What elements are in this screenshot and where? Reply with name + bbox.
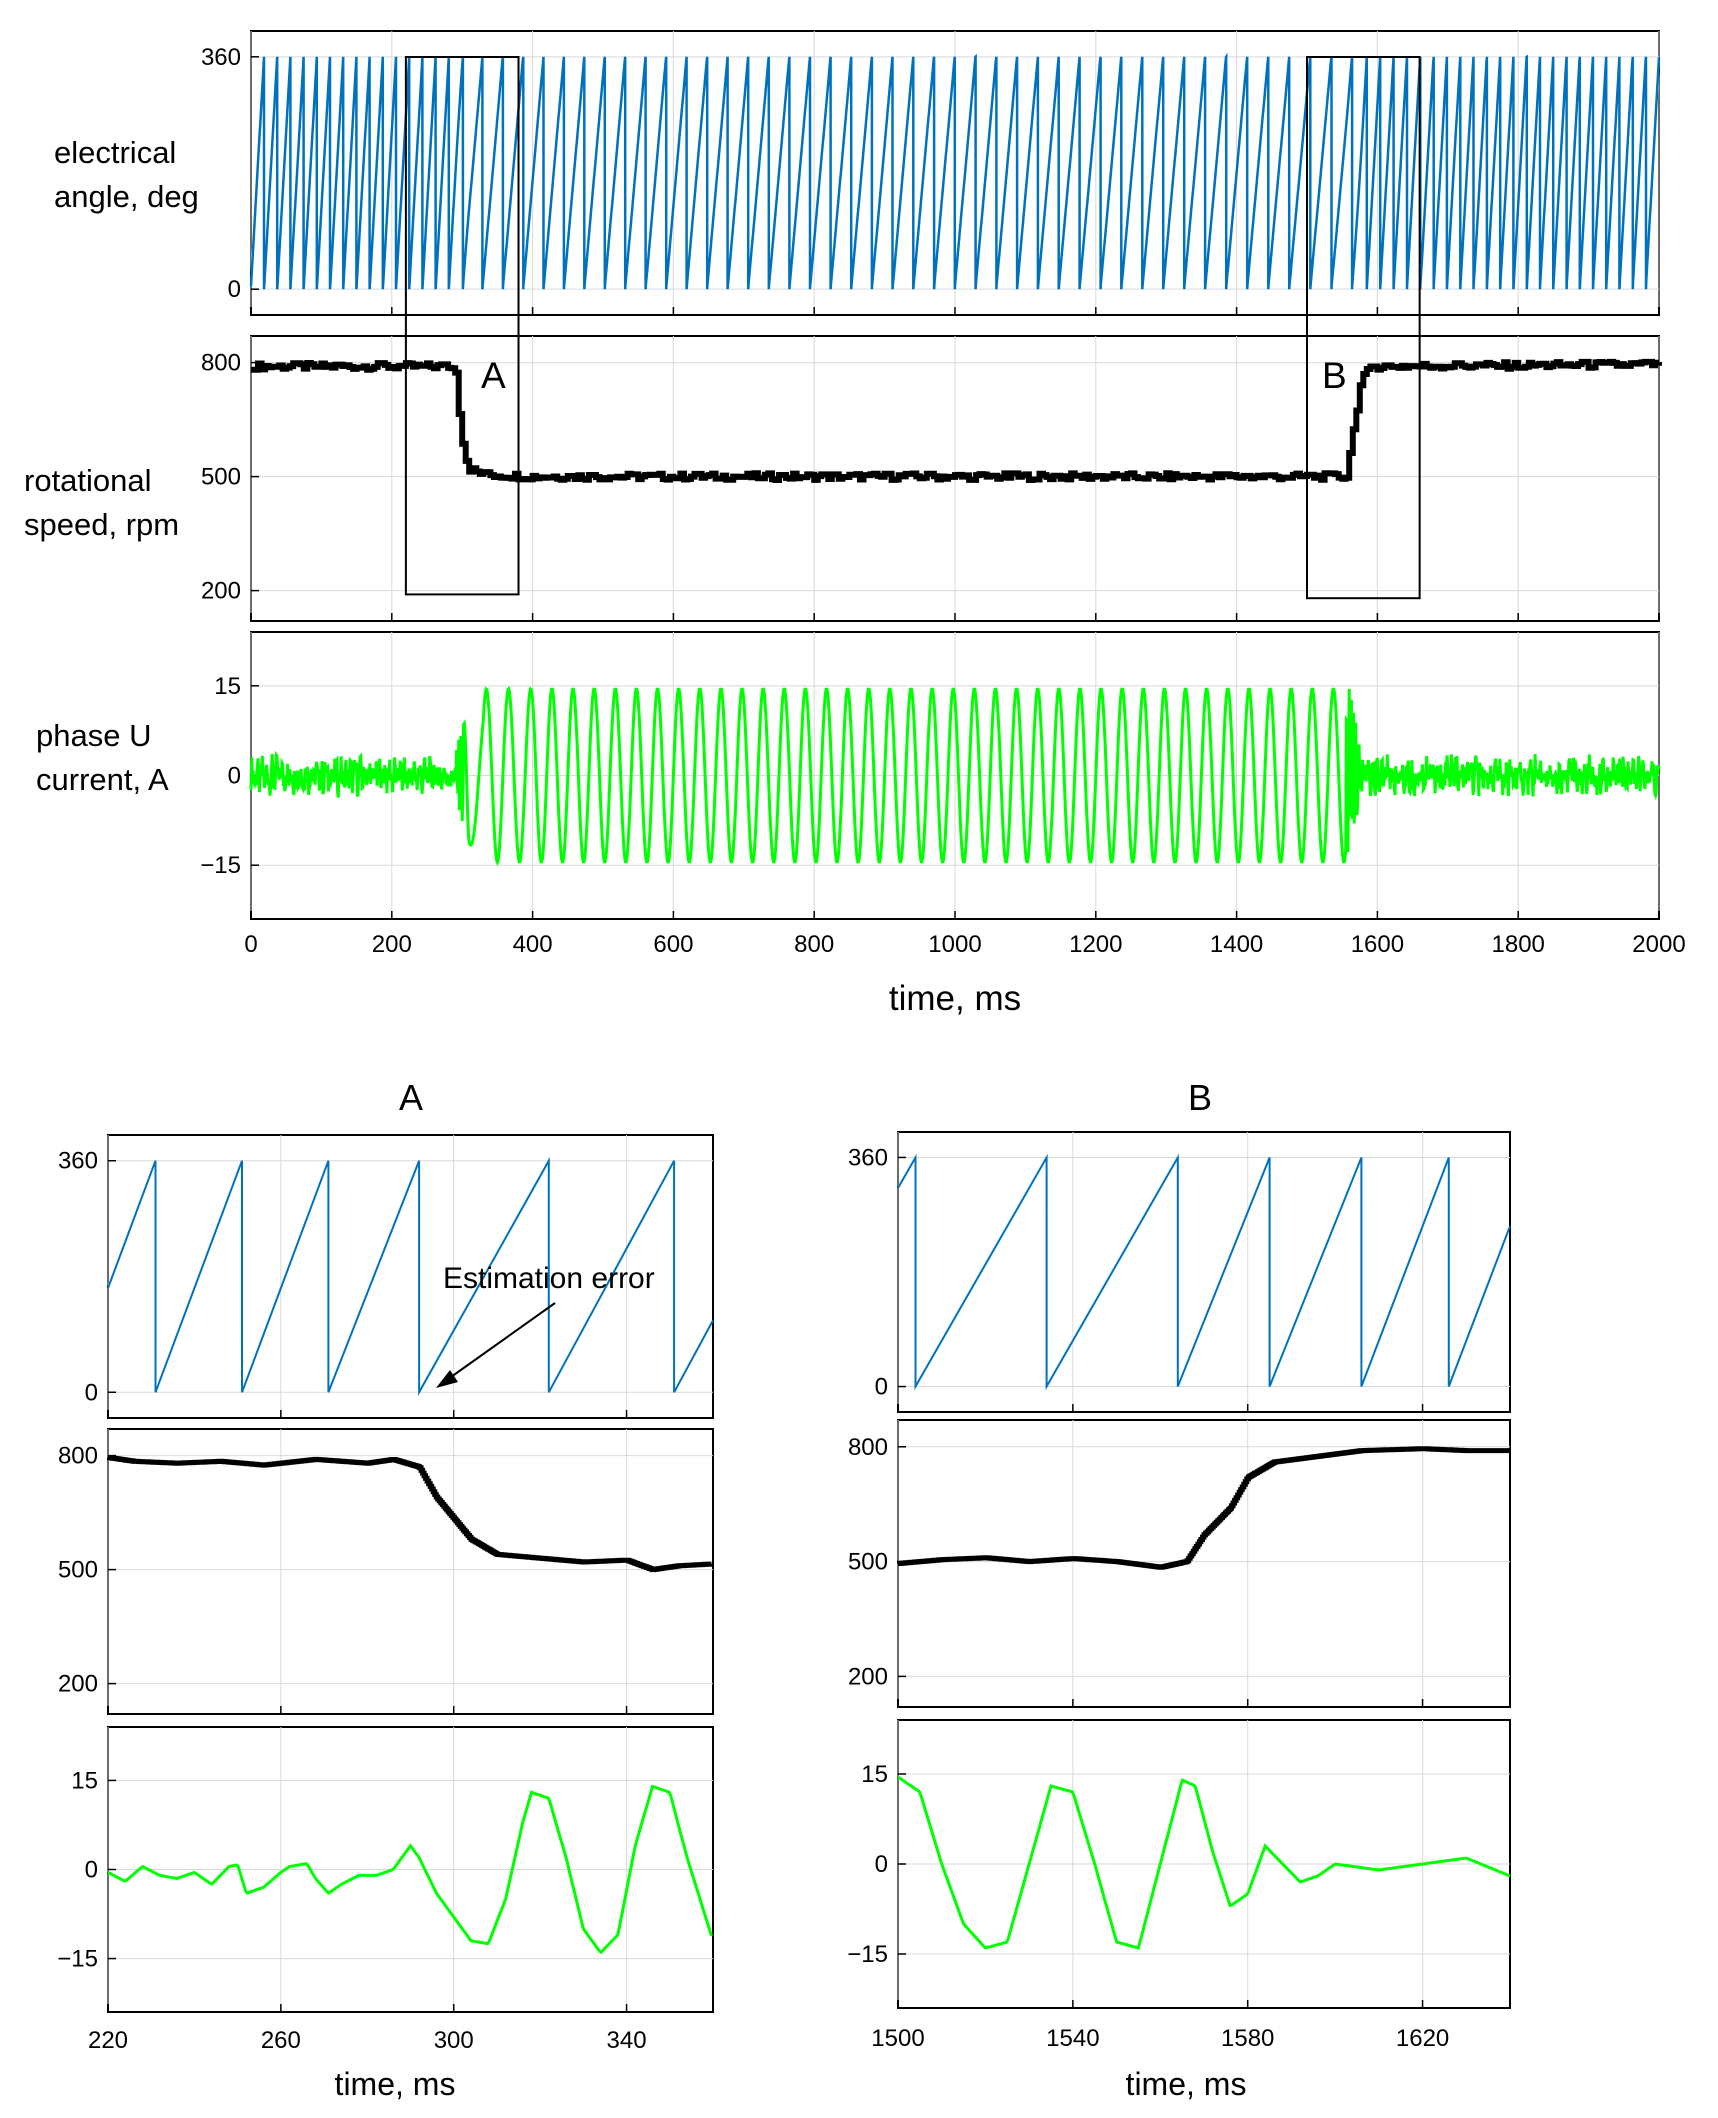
x-tick-label: 1540 <box>1046 2025 1099 2052</box>
y-tick-label: −15 <box>847 1941 888 1968</box>
zoom-b-title: B <box>1188 1077 1212 1118</box>
chart-main-marks: 0 200 400 600 800 1000 1200 1400 1600 1800 2000036… <box>200 31 1686 958</box>
y-tick-label: 15 <box>861 1761 888 1788</box>
current-series-line <box>897 1775 1511 1950</box>
main-angle-ylabel-line1: electrical <box>54 135 176 170</box>
zoom-b-speed-panel <box>897 1419 1511 1708</box>
y-tick-label: 360 <box>201 44 241 71</box>
y-tick-label: −15 <box>57 1946 98 1973</box>
zoom-label-b: B <box>1322 355 1347 396</box>
chart-A-marks: 220 260 300 340 0 360 200 500 800 −15 0 15 <box>57 1135 714 2054</box>
x-tick-label: 1500 <box>871 2025 924 2052</box>
zoom-box-b <box>1306 56 1421 600</box>
y-tick-label: 500 <box>848 1549 888 1576</box>
current-series-line <box>107 1784 713 1955</box>
estimation-error-arrow <box>450 1302 556 1378</box>
x-tick-label: 300 <box>434 2027 474 2054</box>
x-tick-label: 1200 <box>1069 931 1122 958</box>
speed-series-line <box>107 1455 714 1573</box>
main-current-ylabel-line1: phase U <box>36 718 151 753</box>
zoom-label-a: A <box>481 355 506 396</box>
y-tick-label: 800 <box>201 350 241 377</box>
zoom-a-title: A <box>399 1077 423 1118</box>
x-tick-label: 1800 <box>1492 931 1545 958</box>
current-series-line <box>249 685 1661 867</box>
x-tick-label: 1600 <box>1351 931 1404 958</box>
zoom-a-speed-panel <box>107 1428 714 1715</box>
y-tick-label: 200 <box>58 1671 98 1698</box>
x-tick-label: 1580 <box>1221 2025 1274 2052</box>
x-tick-label: 340 <box>607 2027 647 2054</box>
y-tick-label: 0 <box>85 1379 98 1406</box>
speed-series-line <box>897 1446 1510 1570</box>
main-current-ylabel-line2: current, A <box>36 762 169 797</box>
estimation-error-arrowhead <box>436 1370 458 1388</box>
x-tick-label: 1400 <box>1210 931 1263 958</box>
zoom-b-chart <box>897 1131 1511 2009</box>
y-tick-label: 500 <box>201 464 241 491</box>
x-tick-label: 200 <box>372 931 412 958</box>
x-tick-label: 2000 <box>1632 931 1685 958</box>
y-tick-label: 0 <box>875 1374 888 1401</box>
x-tick-label: 220 <box>88 2027 128 2054</box>
zoom-a-xlabel: time, ms <box>335 2066 456 2102</box>
angle-series-line <box>249 52 1661 290</box>
chart-B-marks: 1500 1540 1580 1620 0 360 200 500 800 −15 0 15 <box>847 1132 1511 2052</box>
x-tick-label: 0 <box>244 931 257 958</box>
x-tick-label: 400 <box>513 931 553 958</box>
y-tick-label: 360 <box>58 1148 98 1175</box>
y-tick-label: 0 <box>85 1857 98 1884</box>
angle-series-line <box>897 1153 1511 1391</box>
y-tick-label: 800 <box>58 1443 98 1470</box>
y-tick-label: 360 <box>848 1144 888 1171</box>
angle-series-line <box>107 1156 714 1397</box>
y-tick-label: 0 <box>228 763 241 790</box>
y-tick-label: 15 <box>71 1767 98 1794</box>
zoom-box-a <box>404 56 520 596</box>
main-speed-ylabel-line1: rotational <box>24 463 152 498</box>
x-tick-label: 800 <box>794 931 834 958</box>
main-angle-ylabel-line2: angle, deg <box>54 179 199 214</box>
x-tick-label: 1620 <box>1396 2025 1449 2052</box>
x-tick-label: 1000 <box>928 931 981 958</box>
estimation-error-annotation: Estimation error <box>443 1262 655 1295</box>
main-xlabel: time, ms <box>889 979 1021 1018</box>
y-tick-label: 500 <box>58 1557 98 1584</box>
x-tick-label: 600 <box>653 931 693 958</box>
y-tick-label: 0 <box>875 1851 888 1878</box>
y-tick-label: 200 <box>201 578 241 605</box>
speed-series-line <box>251 358 1662 483</box>
y-tick-label: 200 <box>848 1663 888 1690</box>
zoom-b-xlabel: time, ms <box>1126 2066 1247 2102</box>
y-tick-label: 0 <box>228 276 241 303</box>
y-tick-label: 15 <box>214 673 241 700</box>
y-tick-label: −15 <box>200 852 241 879</box>
x-tick-label: 260 <box>261 2027 301 2054</box>
main-speed-ylabel-line2: speed, rpm <box>24 507 179 542</box>
y-tick-label: 800 <box>848 1434 888 1461</box>
zoom-b-angle-panel <box>897 1131 1511 1413</box>
